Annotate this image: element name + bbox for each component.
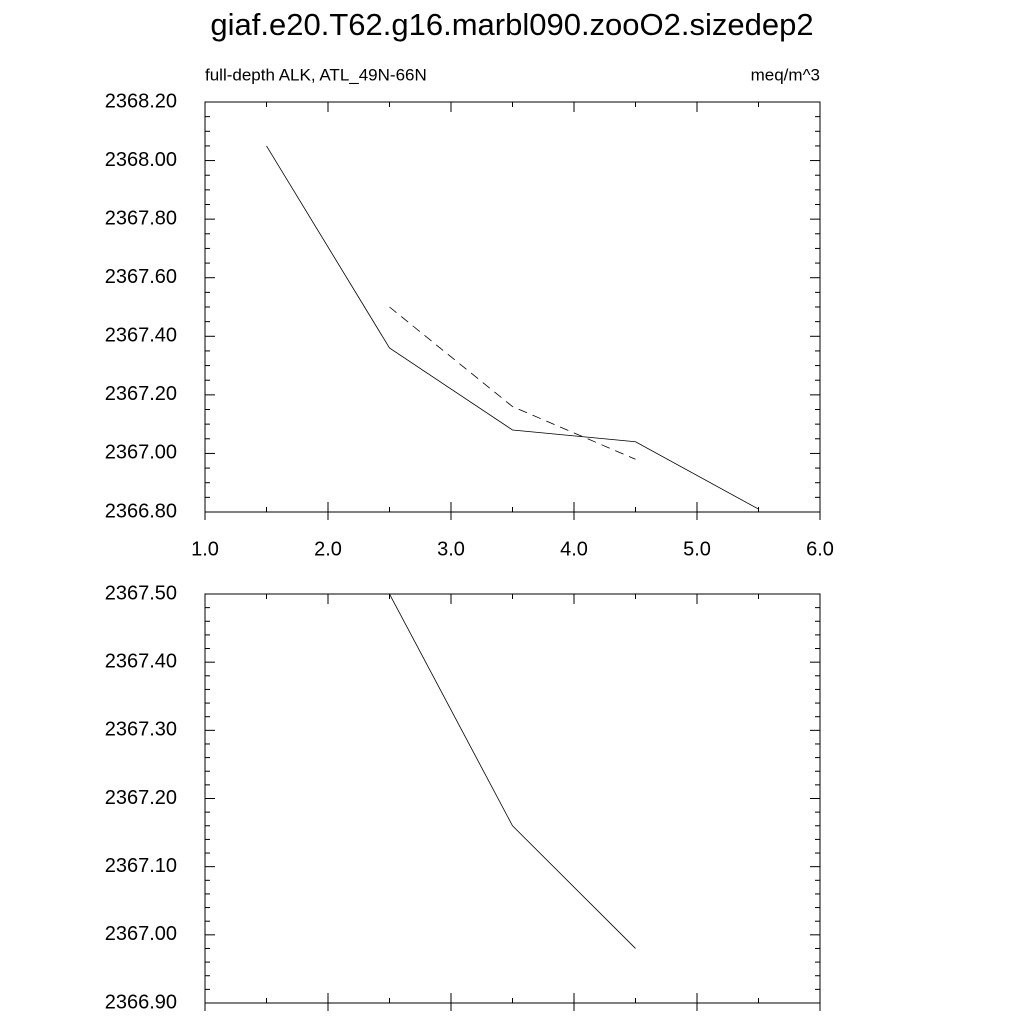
data-line	[266, 145, 759, 510]
y-tick-label: 2367.20	[105, 383, 177, 405]
x-tick-label: 3.0	[437, 538, 465, 560]
x-tick-label: 1.0	[191, 538, 219, 560]
y-tick-label: 2368.20	[105, 90, 177, 112]
y-tick-label: 2367.40	[105, 325, 177, 347]
y-tick-label: 2367.00	[105, 923, 177, 945]
y-tick-label: 2367.40	[105, 650, 177, 672]
x-tick-label: 4.0	[560, 538, 588, 560]
x-tick-label: 5.0	[683, 538, 711, 560]
subtitle-left: full-depth ALK, ATL_49N-66N	[205, 65, 427, 84]
plot-frame	[204, 593, 821, 1004]
y-tick-label: 2366.80	[105, 500, 177, 522]
y-tick-label: 2366.90	[105, 991, 177, 1013]
plot-frame	[204, 101, 821, 513]
y-tick-label: 2367.30	[105, 719, 177, 741]
y-tick-label: 2367.50	[105, 582, 177, 604]
y-tick-label: 2367.80	[105, 207, 177, 229]
data-line	[389, 306, 636, 460]
y-tick-label: 2367.60	[105, 266, 177, 288]
x-tick-label: 6.0	[806, 538, 834, 560]
figure-title: giaf.e20.T62.g16.marbl090.zooO2.sizedep2	[210, 7, 813, 42]
y-tick-label: 2368.00	[105, 149, 177, 171]
data-line	[389, 593, 636, 949]
y-tick-label: 2367.20	[105, 787, 177, 809]
y-tick-label: 2367.00	[105, 442, 177, 464]
x-tick-label: 2.0	[314, 538, 342, 560]
y-tick-label: 2367.10	[105, 855, 177, 877]
subtitle-right: meq/m^3	[751, 65, 820, 84]
